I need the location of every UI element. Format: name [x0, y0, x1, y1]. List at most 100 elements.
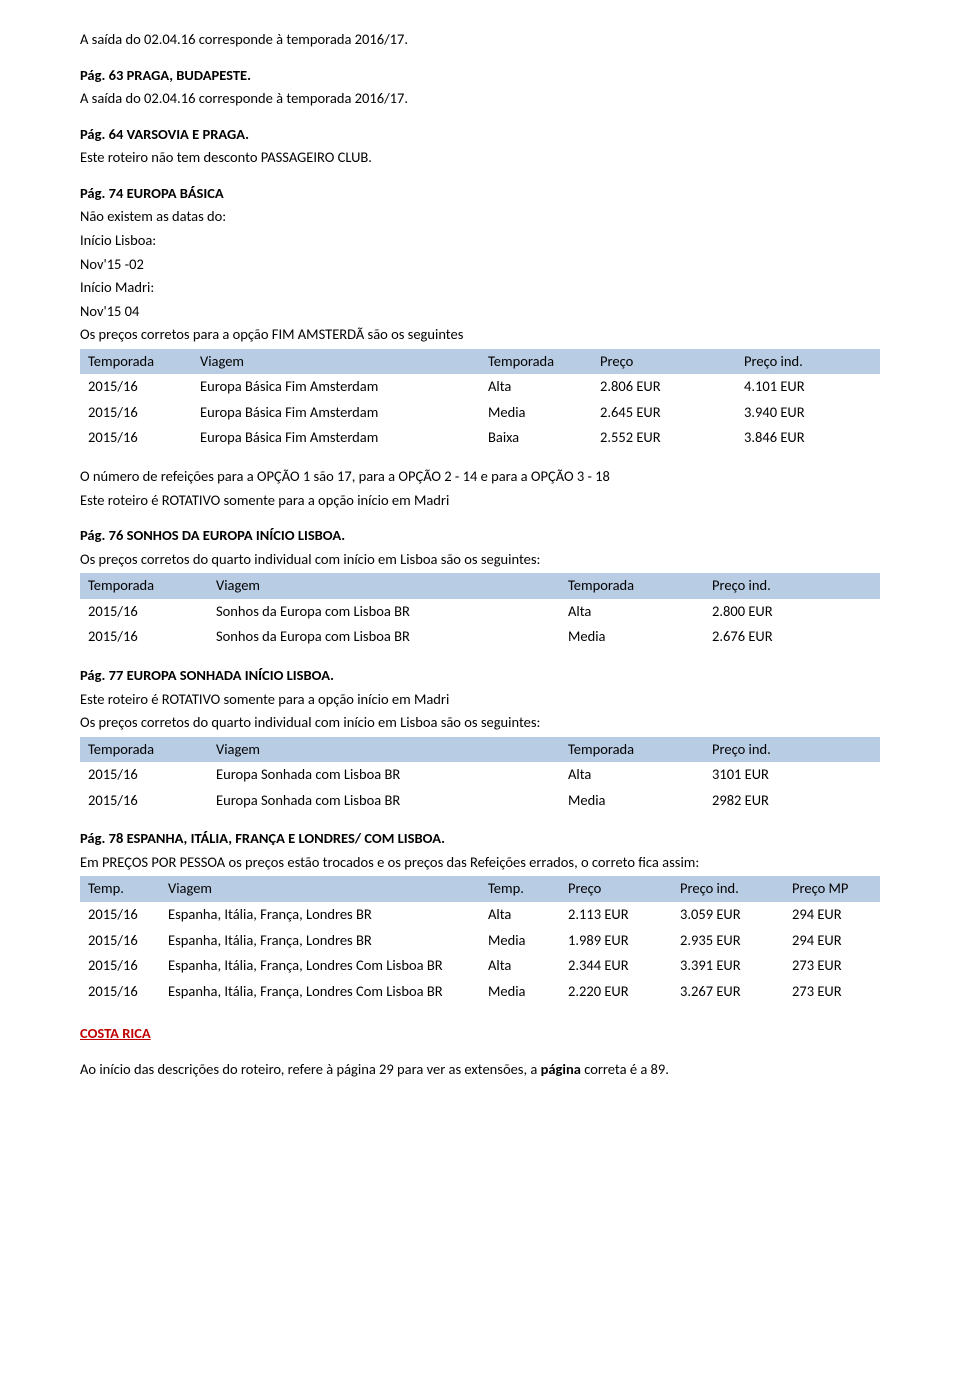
cell: 2982 EUR [704, 788, 880, 814]
section-74-line3: Nov'15 -02 [80, 255, 880, 275]
col-preco-ind: Preço ind. [736, 349, 880, 375]
cell: 2.806 EUR [592, 374, 736, 400]
cell: Espanha, Itália, França, Londres BR [160, 902, 480, 928]
cell: 2.800 EUR [704, 599, 880, 625]
cell: 2.113 EUR [560, 902, 672, 928]
cell: 2.552 EUR [592, 425, 736, 451]
section-77-title: Pág. 77 EUROPA SONHADA INÍCIO LISBOA. [80, 666, 880, 686]
table-row: 2015/16 Europa Sonhada com Lisboa BR Alt… [80, 762, 880, 788]
cell: 273 EUR [784, 953, 880, 979]
cell: Europa Sonhada com Lisboa BR [208, 788, 560, 814]
table-row: 2015/16 Sonhos da Europa com Lisboa BR A… [80, 599, 880, 625]
col-preco-ind: Preço ind. [704, 573, 880, 599]
table-row: 2015/16 Sonhos da Europa com Lisboa BR M… [80, 624, 880, 650]
cell: 4.101 EUR [736, 374, 880, 400]
cell: 2015/16 [80, 400, 192, 426]
col-viagem: Viagem [208, 573, 560, 599]
table-row: 2015/16 Espanha, Itália, França, Londres… [80, 979, 880, 1005]
cell: Sonhos da Europa com Lisboa BR [208, 624, 560, 650]
table-header-row: Temporada Viagem Temporada Preço ind. [80, 573, 880, 599]
cell: 2015/16 [80, 902, 160, 928]
section-74-line5: Nov'15 04 [80, 302, 880, 322]
cell: 2015/16 [80, 953, 160, 979]
section-77-line2: Os preços corretos do quarto individual … [80, 713, 880, 733]
section-78-line1: Em PREÇOS POR PESSOA os preços estão tro… [80, 853, 880, 873]
cell: 2015/16 [80, 374, 192, 400]
section-74-title: Pág. 74 EUROPA BÁSICA [80, 184, 880, 204]
section-63-line1: A saída do 02.04.16 corresponde à tempor… [80, 89, 880, 109]
section-77-line1: Este roteiro é ROTATIVO somente para a o… [80, 690, 880, 710]
col-temporada: Temporada [80, 349, 192, 375]
section-77-table: Temporada Viagem Temporada Preço ind. 20… [80, 737, 880, 814]
cell: 273 EUR [784, 979, 880, 1005]
col-temp: Temp. [80, 876, 160, 902]
cell: Espanha, Itália, França, Londres BR [160, 928, 480, 954]
costa-rica-heading: COSTA RICA [80, 1024, 880, 1044]
col-preco-ind: Preço ind. [704, 737, 880, 763]
section-74-line2: Início Lisboa: [80, 231, 880, 251]
col-temporada: Temporada [80, 573, 208, 599]
cell: 2015/16 [80, 599, 208, 625]
col-temporada2: Temporada [560, 573, 704, 599]
section-64-line1: Este roteiro não tem desconto PASSAGEIRO… [80, 148, 880, 168]
cell: Media [480, 979, 560, 1005]
col-temporada2: Temporada [560, 737, 704, 763]
section-74-note1: O número de refeições para a OPÇÃO 1 são… [80, 467, 880, 487]
cell: 3.267 EUR [672, 979, 784, 1005]
cell: 3.059 EUR [672, 902, 784, 928]
cell: 2.676 EUR [704, 624, 880, 650]
final-prefix: Ao início das descrições do roteiro, ref… [80, 1060, 541, 1078]
cell: Espanha, Itália, França, Londres Com Lis… [160, 953, 480, 979]
cell: Media [480, 400, 592, 426]
cell: 2015/16 [80, 928, 160, 954]
cell: Alta [560, 599, 704, 625]
section-76-title: Pág. 76 SONHOS DA EUROPA INÍCIO LISBOA. [80, 526, 880, 546]
section-74-line4: Início Madri: [80, 278, 880, 298]
cell: Alta [560, 762, 704, 788]
col-temp2: Temp. [480, 876, 560, 902]
section-76-table: Temporada Viagem Temporada Preço ind. 20… [80, 573, 880, 650]
cell: Media [480, 928, 560, 954]
col-preco: Preço [592, 349, 736, 375]
final-bold: página [541, 1060, 581, 1078]
cell: Alta [480, 902, 560, 928]
table-row: 2015/16 Europa Básica Fim Amsterdam Baix… [80, 425, 880, 451]
table-header-row: Temporada Viagem Temporada Preço ind. [80, 737, 880, 763]
cell: 2015/16 [80, 624, 208, 650]
cell: Sonhos da Europa com Lisboa BR [208, 599, 560, 625]
table-row: 2015/16 Europa Sonhada com Lisboa BR Med… [80, 788, 880, 814]
cell: Alta [480, 953, 560, 979]
cell: Europa Sonhada com Lisboa BR [208, 762, 560, 788]
table-header-row: Temp. Viagem Temp. Preço Preço ind. Preç… [80, 876, 880, 902]
section-74-line6: Os preços corretos para a opção FIM AMST… [80, 325, 880, 345]
table-header-row: Temporada Viagem Temporada Preço Preço i… [80, 349, 880, 375]
cell: 2.220 EUR [560, 979, 672, 1005]
section-74-table: Temporada Viagem Temporada Preço Preço i… [80, 349, 880, 451]
section-74-line1: Não existem as datas do: [80, 207, 880, 227]
final-note: Ao início das descrições do roteiro, ref… [80, 1060, 880, 1080]
cell: Europa Básica Fim Amsterdam [192, 425, 480, 451]
intro-line: A saída do 02.04.16 corresponde à tempor… [80, 30, 880, 50]
table-row: 2015/16 Espanha, Itália, França, Londres… [80, 953, 880, 979]
cell: 2015/16 [80, 762, 208, 788]
cell: 2015/16 [80, 788, 208, 814]
section-64-title: Pág. 64 VARSOVIA E PRAGA. [80, 125, 880, 145]
cell: Media [560, 788, 704, 814]
cell: 294 EUR [784, 928, 880, 954]
cell: Media [560, 624, 704, 650]
section-78-table: Temp. Viagem Temp. Preço Preço ind. Preç… [80, 876, 880, 1004]
col-viagem: Viagem [160, 876, 480, 902]
section-76-line1: Os preços corretos do quarto individual … [80, 550, 880, 570]
section-63-title: Pág. 63 PRAGA, BUDAPESTE. [80, 66, 880, 86]
cell: 3.391 EUR [672, 953, 784, 979]
cell: 3101 EUR [704, 762, 880, 788]
col-temporada2: Temporada [480, 349, 592, 375]
cell: Europa Básica Fim Amsterdam [192, 374, 480, 400]
cell: 2.935 EUR [672, 928, 784, 954]
col-viagem: Viagem [208, 737, 560, 763]
cell: 3.940 EUR [736, 400, 880, 426]
col-temporada: Temporada [80, 737, 208, 763]
section-74-note2: Este roteiro é ROTATIVO somente para a o… [80, 491, 880, 511]
cell: Espanha, Itália, França, Londres Com Lis… [160, 979, 480, 1005]
table-row: 2015/16 Espanha, Itália, França, Londres… [80, 902, 880, 928]
